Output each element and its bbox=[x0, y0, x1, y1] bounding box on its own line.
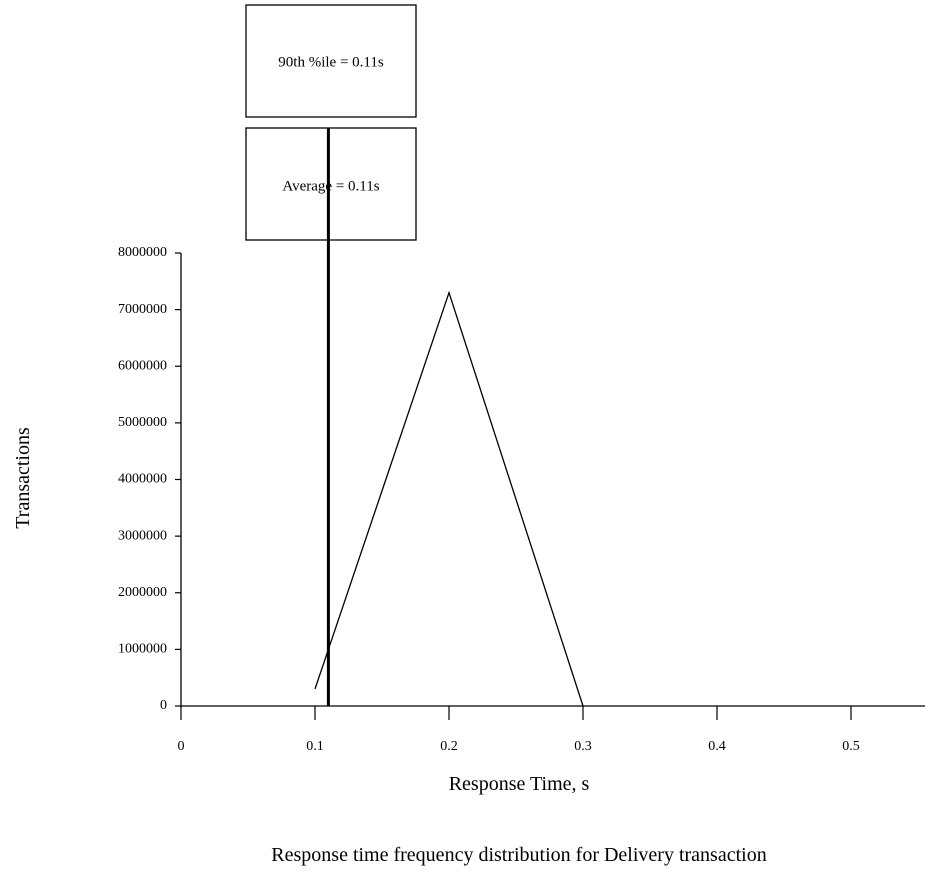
average-annotation-box bbox=[245, 127, 417, 241]
chart-title: Response time frequency distribution for… bbox=[271, 844, 766, 866]
percentile-annotation-box bbox=[245, 4, 417, 118]
y-tick-label: 8000000 bbox=[118, 245, 167, 260]
y-tick-label: 6000000 bbox=[118, 358, 167, 373]
y-tick-label: 4000000 bbox=[118, 472, 167, 487]
x-tick-label: 0.3 bbox=[574, 739, 592, 754]
axes: 0 1000000 2000000 3000000 4000000 5000000 6000… bbox=[118, 245, 925, 754]
x-tick-label: 0 bbox=[178, 739, 185, 754]
y-tick-label: 3000000 bbox=[118, 528, 167, 543]
y-tick-label: 1000000 bbox=[118, 642, 167, 657]
annotation-layer: 90th %ile = 0.11s Average = 0.11s bbox=[245, 4, 417, 241]
y-tick-label: 7000000 bbox=[118, 302, 167, 317]
series-layer bbox=[314, 290, 584, 707]
x-axis-title: Response Time, s bbox=[449, 773, 590, 795]
distribution-line bbox=[314, 290, 584, 707]
x-tick-label: 0.5 bbox=[842, 739, 860, 754]
x-tick-label: 0.1 bbox=[306, 739, 324, 754]
x-tick-label: 0.2 bbox=[440, 739, 458, 754]
x-tick-label: 0.4 bbox=[708, 739, 726, 754]
y-tick-label: 2000000 bbox=[118, 585, 167, 600]
average-annotation-label: Average = 0.11s bbox=[282, 178, 379, 194]
y-tick-label: 5000000 bbox=[118, 415, 167, 430]
percentile-annotation-label: 90th %ile = 0.11s bbox=[278, 54, 384, 70]
y-axis-title: Transactions bbox=[12, 427, 34, 529]
y-tick-label: 0 bbox=[160, 698, 167, 713]
